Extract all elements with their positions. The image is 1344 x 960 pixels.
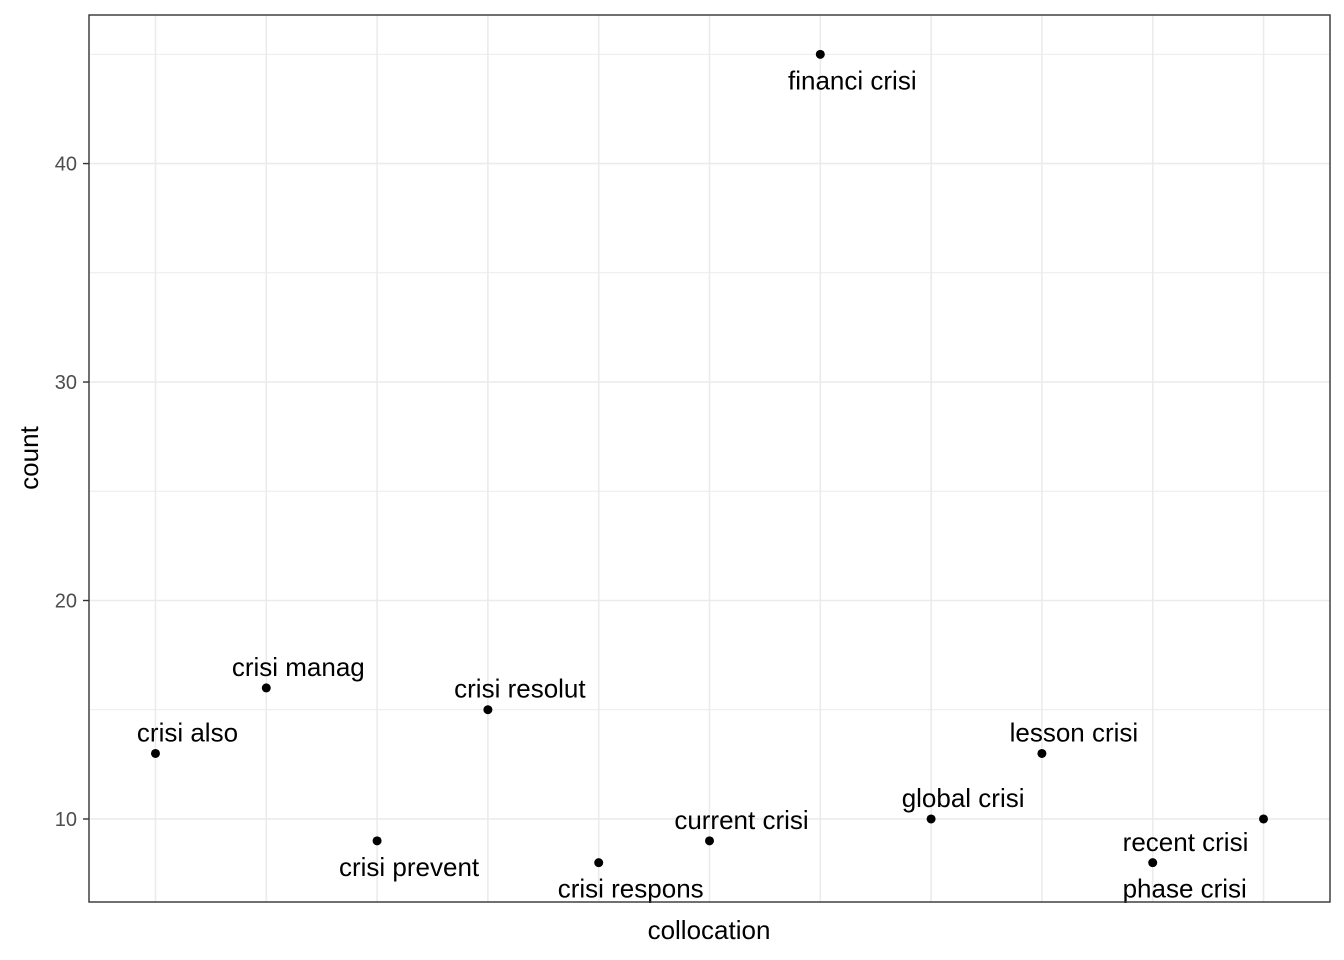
y-axis: 10 20 30 40 (55, 154, 89, 831)
point-label: current crisi (674, 805, 808, 835)
y-tick-label: 40 (55, 154, 77, 176)
point-label: crisi prevent (339, 852, 480, 882)
data-point (815, 49, 825, 59)
data-point (150, 748, 160, 758)
x-axis-title: collocation (648, 915, 771, 945)
point-labels: crisi also crisi manag crisi prevent crisi … (137, 65, 1248, 903)
data-points (150, 49, 1269, 868)
data-point (594, 858, 604, 868)
point-label: crisi also (137, 717, 238, 747)
data-point (1037, 748, 1047, 758)
point-label: recent crisi (1123, 827, 1249, 857)
point-label: global crisi (902, 783, 1025, 813)
point-label: crisi respons (558, 874, 704, 904)
data-point (372, 836, 382, 846)
data-point (926, 814, 936, 824)
y-tick-label: 20 (55, 591, 77, 613)
data-point (483, 705, 493, 715)
data-point (261, 683, 271, 693)
point-label: lesson crisi (1010, 717, 1139, 747)
point-label: financi crisi (788, 65, 917, 95)
y-axis-title: count (14, 425, 44, 489)
plot-border (88, 14, 1331, 903)
y-tick-label: 10 (55, 809, 77, 831)
data-point (1148, 858, 1158, 868)
data-point (705, 836, 714, 846)
y-tick-label: 30 (55, 372, 77, 394)
major-gridlines (89, 15, 1330, 902)
point-label: crisi manag (232, 652, 365, 682)
data-point (1259, 814, 1269, 824)
point-label: phase crisi (1123, 874, 1247, 904)
point-label: crisi resolut (454, 674, 586, 704)
